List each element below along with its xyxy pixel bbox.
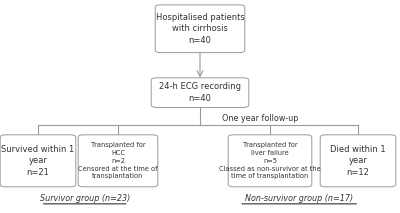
Text: One year follow-up: One year follow-up	[222, 114, 298, 123]
Text: Transplanted for
liver failure
n=5
Classed as non-survivor at the
time of transp: Transplanted for liver failure n=5 Class…	[219, 142, 321, 179]
Text: Transplanted for
HCC
n=2
Censored at the time of
transplantation: Transplanted for HCC n=2 Censored at the…	[78, 142, 158, 179]
Text: Hospitalised patients
with cirrhosis
n=40: Hospitalised patients with cirrhosis n=4…	[156, 13, 244, 45]
FancyBboxPatch shape	[155, 5, 245, 53]
Text: Survived within 1
year
n=21: Survived within 1 year n=21	[1, 145, 75, 177]
Text: 24-h ECG recording
n=40: 24-h ECG recording n=40	[159, 82, 241, 103]
FancyBboxPatch shape	[0, 135, 76, 187]
Text: Survivor group (n=23): Survivor group (n=23)	[40, 194, 130, 203]
FancyBboxPatch shape	[151, 78, 249, 108]
FancyBboxPatch shape	[78, 135, 158, 187]
FancyBboxPatch shape	[320, 135, 396, 187]
Text: Non-survivor group (n=17): Non-survivor group (n=17)	[245, 194, 353, 203]
Text: Died within 1
year
n=12: Died within 1 year n=12	[330, 145, 386, 177]
FancyBboxPatch shape	[228, 135, 312, 187]
